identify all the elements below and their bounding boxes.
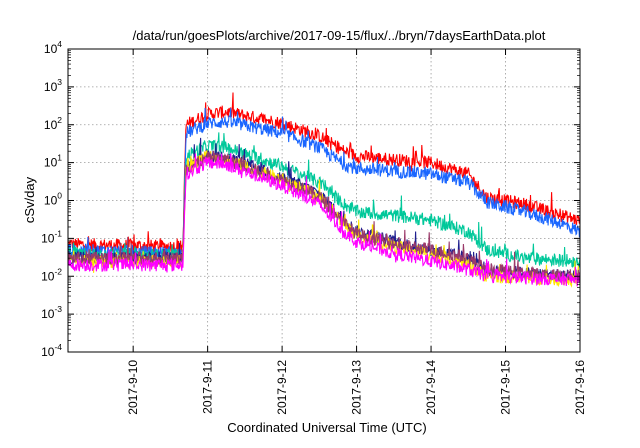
y-tick-label: 10-3 — [41, 304, 62, 321]
y-tick-label: 100 — [44, 191, 62, 208]
y-tick-label: 104 — [44, 39, 62, 56]
x-tick-label: 2017-9-13 — [350, 360, 364, 415]
y-axis-label: cSv/day — [22, 176, 37, 223]
chart-title: /data/run/goesPlots/archive/2017-09-15/f… — [133, 28, 546, 43]
x-tick-label: 2017-9-10 — [126, 360, 140, 415]
series-line — [68, 92, 580, 254]
y-tick-label: 101 — [44, 153, 62, 170]
x-tick-label: 2017-9-12 — [275, 360, 289, 415]
y-tick-label: 10-4 — [41, 342, 62, 359]
x-tick-label: 2017-9-16 — [573, 360, 587, 415]
data-series — [68, 92, 580, 288]
y-tick-label: 102 — [44, 115, 62, 132]
axes: 104 103 102 101 100 10-1 10-2 10-3 10-4 2017-9-10… — [41, 39, 587, 415]
x-axis-label: Coordinated Universal Time (UTC) — [227, 420, 426, 435]
y-tick-label: 10-2 — [41, 266, 62, 283]
y-tick-label: 103 — [44, 77, 62, 94]
x-tick-label: 2017-9-14 — [424, 360, 438, 415]
x-tick-label: 2017-9-11 — [201, 360, 215, 414]
plot-frame — [67, 48, 581, 353]
series-line — [68, 153, 580, 287]
x-tick-label: 2017-9-15 — [499, 360, 513, 415]
grid — [68, 49, 580, 352]
y-tick-label: 10-1 — [41, 228, 62, 245]
